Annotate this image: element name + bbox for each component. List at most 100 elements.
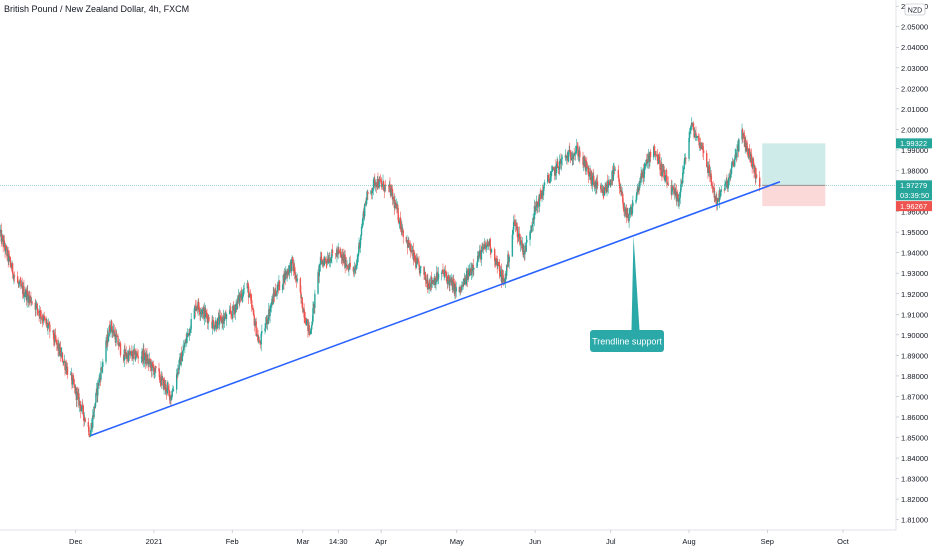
candle-body	[242, 289, 245, 295]
candle-body	[143, 349, 145, 361]
candle-body	[90, 429, 92, 437]
candle-body	[364, 203, 366, 217]
candle-body	[461, 284, 463, 291]
candle-body	[738, 139, 740, 152]
candle-body	[576, 145, 579, 147]
take-profit-price-label: 1.99322	[900, 139, 927, 148]
candle-body	[26, 291, 28, 301]
candle-body	[216, 327, 218, 329]
candle-body	[632, 202, 634, 207]
candle-body	[743, 133, 745, 138]
candle-body	[606, 181, 609, 188]
candle-body	[190, 319, 192, 330]
candle-body	[676, 193, 679, 199]
take-profit-zone[interactable]	[762, 143, 826, 186]
candle-body	[362, 217, 364, 226]
candle-body	[167, 386, 170, 390]
currency-badge[interactable]	[904, 3, 926, 16]
candle-body	[419, 267, 421, 274]
candle-body	[397, 207, 399, 221]
candle-body	[340, 253, 342, 255]
candle-body	[260, 333, 262, 345]
candle-body	[151, 362, 153, 372]
candle-body	[100, 367, 102, 380]
candle-body	[8, 255, 10, 262]
candle-body	[219, 315, 221, 317]
candle-body	[278, 280, 281, 291]
candle-body	[87, 421, 90, 427]
candle-body	[484, 244, 486, 247]
candle-body	[76, 391, 78, 401]
candle-body	[680, 184, 682, 192]
candle-body	[269, 309, 271, 317]
candle-body	[695, 137, 698, 138]
candle-body	[172, 390, 174, 392]
candle-body	[405, 236, 408, 242]
candle-body	[682, 172, 684, 184]
candle-body	[361, 225, 363, 227]
candle-body	[628, 214, 630, 222]
candle-body	[186, 336, 188, 342]
candle-body	[671, 187, 673, 195]
candle-body	[548, 178, 550, 181]
candle-body	[377, 178, 379, 188]
candle-body	[147, 358, 149, 365]
candle-body	[35, 303, 37, 310]
candle-body	[109, 330, 112, 333]
candle-body	[309, 330, 312, 334]
candle-body	[502, 277, 505, 282]
candle-body	[713, 187, 715, 198]
candle-body	[711, 182, 713, 186]
candle-body	[653, 146, 655, 158]
candle-body	[229, 309, 232, 312]
candle-body	[526, 239, 528, 243]
candle-body	[347, 267, 350, 271]
candle-body	[331, 249, 334, 254]
y-tick-label: 1.82000	[901, 495, 928, 504]
candle-body	[184, 343, 186, 348]
candle-body	[76, 391, 79, 394]
candle-body	[349, 262, 351, 268]
candle-body	[629, 211, 632, 212]
candle-body	[84, 418, 86, 422]
candle-body	[248, 295, 250, 298]
candle-body	[413, 252, 416, 260]
candle-body	[328, 261, 330, 263]
stop-loss-zone[interactable]	[762, 185, 826, 207]
candle-body	[82, 405, 84, 416]
candle-body	[299, 278, 302, 293]
candle-body	[300, 292, 302, 299]
candle-body	[23, 286, 25, 297]
callout-box[interactable]	[590, 330, 664, 352]
candle-body	[177, 368, 179, 376]
candle-body	[612, 169, 615, 181]
candle-body	[71, 377, 74, 385]
candle-body	[543, 182, 546, 186]
candle-body	[698, 137, 700, 146]
candle-body	[330, 257, 332, 262]
candle-body	[21, 284, 23, 286]
candle-body	[357, 252, 360, 257]
candle-body	[318, 264, 320, 277]
candle-body	[371, 190, 373, 194]
candle-body	[83, 415, 85, 421]
callout-label: Trendline support	[592, 337, 662, 347]
candle-body	[617, 169, 620, 179]
candle-body	[449, 279, 451, 286]
candle-body	[153, 372, 156, 376]
candle-body	[543, 185, 545, 191]
candle-body	[264, 328, 266, 332]
trendline[interactable]	[90, 181, 781, 437]
candle-body	[115, 334, 117, 343]
candle-body	[272, 293, 274, 305]
candle-body	[46, 322, 49, 328]
candle-body	[360, 226, 363, 235]
candle-body	[552, 167, 555, 169]
take-profit-price-tag	[896, 138, 932, 149]
candle-body	[100, 367, 103, 369]
y-tick-label: 1.93000	[901, 269, 928, 278]
y-tick-label: 2.04000	[901, 43, 928, 52]
candle-body	[337, 249, 339, 254]
